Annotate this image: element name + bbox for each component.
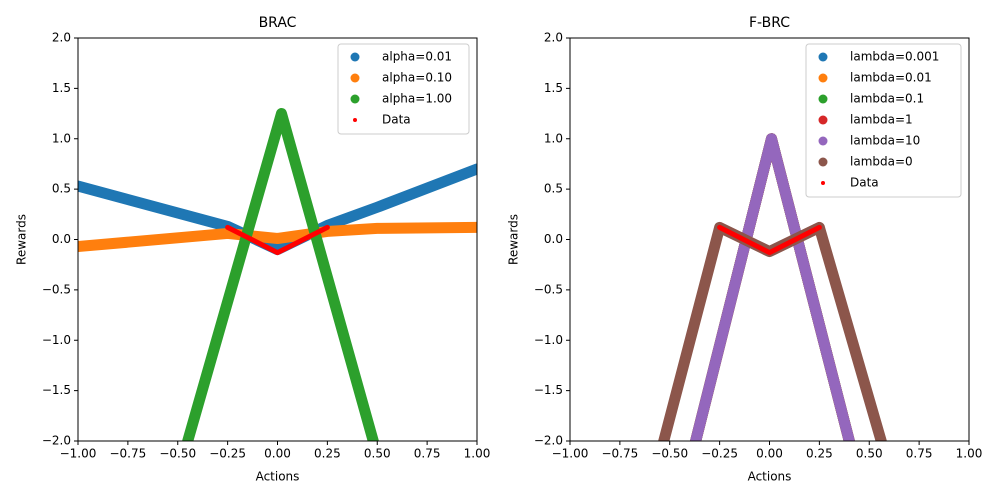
y-tick-label: −2.0 (534, 434, 563, 448)
series-line (690, 133, 855, 441)
y-tick-label: −1.0 (42, 333, 71, 347)
legend-marker (818, 52, 828, 62)
x-axis-label: Actions (748, 470, 792, 484)
legend-label: lambda=0 (850, 155, 913, 169)
x-tick-label: −0.50 (651, 447, 688, 461)
y-tick-label: −1.0 (534, 333, 563, 347)
legend-box (337, 43, 470, 135)
chart-title: F-BRC (749, 15, 790, 31)
legend-marker (350, 52, 360, 62)
x-tick-label: −1.00 (60, 447, 97, 461)
series-line (717, 224, 822, 256)
series-line (658, 221, 887, 441)
x-tick-label: 0.50 (364, 447, 391, 461)
x-tick-label: 0.25 (314, 447, 341, 461)
y-tick-label: 0.5 (52, 182, 71, 196)
legend-marker (818, 73, 828, 83)
legend-label: Data (382, 113, 411, 127)
y-tick-label: 1.5 (52, 81, 71, 95)
y-tick-label: −1.5 (42, 383, 71, 397)
series-line (78, 221, 477, 253)
y-tick-label: 0.5 (544, 182, 563, 196)
legend-label: lambda=10 (850, 134, 920, 148)
x-tick-label: −0.50 (159, 447, 196, 461)
y-tick-label: 2.0 (52, 31, 71, 45)
legend-marker (818, 136, 828, 146)
x-tick-label: 0.75 (414, 447, 441, 461)
chart-title: BRAC (259, 15, 297, 31)
x-tick-label: 0.25 (806, 447, 833, 461)
x-tick-label: 1.00 (464, 447, 491, 461)
y-tick-label: 1.0 (544, 131, 563, 145)
legend-marker (350, 94, 360, 104)
x-tick-label: −1.00 (552, 447, 589, 461)
x-tick-label: 0.00 (756, 447, 783, 461)
x-tick-label: 0.00 (264, 447, 291, 461)
series-line (225, 224, 330, 256)
x-tick-label: −0.25 (701, 447, 738, 461)
y-tick-label: 1.0 (52, 131, 71, 145)
legend-marker (818, 115, 828, 125)
legend-label: lambda=0.1 (850, 92, 924, 106)
legend-label: lambda=1 (850, 113, 913, 127)
legend-label: Data (850, 176, 879, 190)
legend-label: lambda=0.001 (850, 50, 939, 64)
x-tick-label: −0.25 (209, 447, 246, 461)
legend-marker (353, 118, 357, 122)
y-tick-label: 0.0 (52, 232, 71, 246)
legend-box (805, 43, 962, 198)
x-tick-label: 1.00 (956, 447, 983, 461)
series-line (182, 108, 379, 441)
x-tick-label: 0.50 (856, 447, 883, 461)
y-tick-label: −2.0 (42, 434, 71, 448)
legend-label: alpha=0.01 (382, 50, 452, 64)
y-tick-label: 0.0 (544, 232, 563, 246)
x-axis-label: Actions (256, 470, 300, 484)
legend-label: alpha=0.10 (382, 71, 452, 85)
y-axis-label: Rewards (507, 214, 521, 265)
y-tick-label: −0.5 (42, 282, 71, 296)
y-tick-label: 1.5 (544, 81, 563, 95)
legend-label: alpha=1.00 (382, 92, 452, 106)
legend-marker (818, 94, 828, 104)
x-tick-label: −0.75 (601, 447, 638, 461)
x-tick-label: −0.75 (109, 447, 146, 461)
x-tick-label: 0.75 (906, 447, 933, 461)
y-tick-label: −1.5 (534, 383, 563, 397)
legend-marker (350, 73, 360, 83)
y-axis-label: Rewards (15, 214, 29, 265)
y-tick-label: −0.5 (534, 282, 563, 296)
plot-area (78, 108, 477, 441)
legend-marker (818, 157, 828, 167)
legend-label: lambda=0.01 (850, 71, 932, 85)
y-tick-label: 2.0 (544, 31, 563, 45)
legend-marker (821, 181, 825, 185)
plot-area (658, 133, 887, 441)
